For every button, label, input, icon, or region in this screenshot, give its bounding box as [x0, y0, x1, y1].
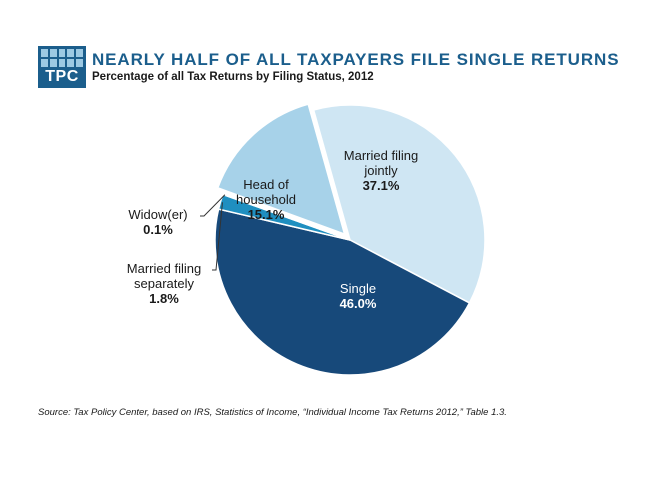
- chart-subtitle: Percentage of all Tax Returns by Filing …: [92, 71, 374, 83]
- leader-line-widower: [200, 194, 226, 217]
- value-widower: 0.1%: [143, 221, 173, 237]
- value-married-separately: 1.8%: [149, 290, 179, 306]
- chart-title: NEARLY HALF OF ALL TAXPAYERS FILE SINGLE…: [92, 50, 620, 69]
- logo-grid: [41, 49, 83, 67]
- label-single-line1: Single: [339, 281, 377, 296]
- tpc-logo: TPC: [38, 46, 86, 88]
- value-single: 46.0%: [339, 295, 377, 311]
- label-married-separately-line1: Married filing: [126, 261, 202, 276]
- pie-slice-married-jointly: [312, 104, 486, 304]
- label-married-separately: Married filing separately 1.8%: [112, 261, 216, 307]
- label-married-separately-line2: separately: [134, 275, 194, 291]
- label-widower: Widow(er) 0.1%: [118, 207, 198, 238]
- value-head-of-household: 15.1%: [247, 206, 285, 222]
- label-widower-line1: Widow(er): [128, 207, 188, 222]
- label-head-of-household-line2: household: [236, 191, 296, 207]
- label-head-of-household: Head of household 15.1%: [224, 177, 308, 223]
- label-single: Single 46.0%: [318, 281, 398, 312]
- pie-slice-widower: [221, 192, 351, 241]
- label-head-of-household-line1: Head of: [243, 177, 289, 192]
- leader-line-married-separately: [212, 202, 223, 271]
- logo-text: TPC: [45, 68, 79, 85]
- source-note: Source: Tax Policy Center, based on IRS,…: [38, 407, 507, 418]
- pie-slice-head-of-household: [216, 103, 346, 236]
- label-married-jointly-line2: jointly: [364, 162, 398, 178]
- value-married-jointly: 37.1%: [362, 177, 400, 193]
- label-married-jointly: Married filing jointly 37.1%: [322, 148, 440, 194]
- label-married-jointly-line1: Married filing: [343, 148, 419, 163]
